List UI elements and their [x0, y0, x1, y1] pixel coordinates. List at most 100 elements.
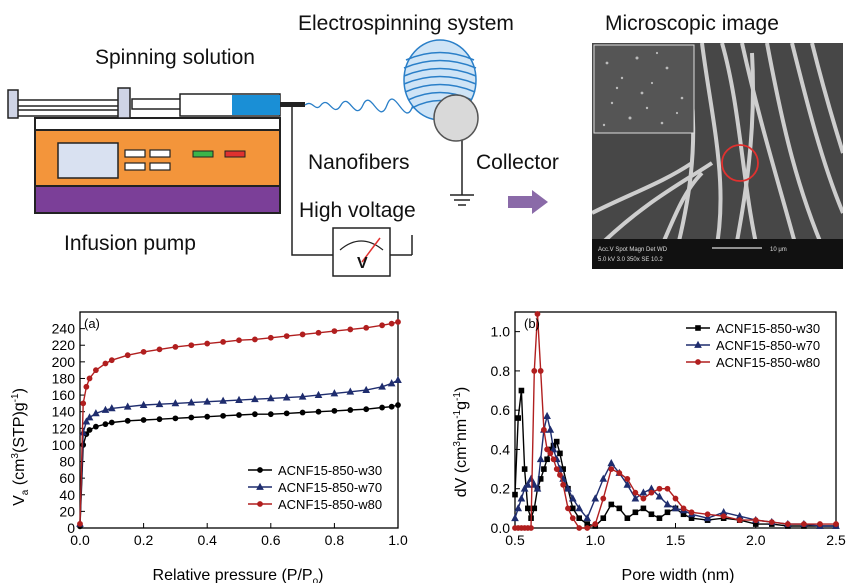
plot-frame	[79, 311, 399, 529]
data-point	[512, 491, 518, 498]
pump-button	[149, 149, 171, 158]
data-point	[283, 410, 290, 417]
data-point	[557, 450, 563, 457]
data-point	[543, 411, 551, 419]
sem-scale-text: 10 μm	[770, 247, 787, 253]
data-point	[624, 476, 631, 482]
data-point	[671, 504, 680, 512]
data-point	[235, 395, 243, 403]
y-tick-label: 120	[52, 420, 76, 436]
data-point	[817, 521, 823, 527]
pump-clamp	[117, 87, 131, 119]
data-point	[531, 505, 538, 512]
data-point	[575, 504, 584, 512]
data-point	[540, 426, 547, 433]
data-point	[155, 399, 164, 408]
data-point	[187, 398, 196, 406]
data-point	[77, 520, 83, 527]
data-point	[282, 393, 291, 401]
data-point	[83, 383, 90, 390]
data-point	[124, 352, 131, 359]
voltmeter	[332, 227, 391, 277]
data-point	[768, 519, 775, 526]
data-point	[123, 402, 132, 410]
data-point	[330, 389, 339, 397]
spinning-solution-label: Spinning solution	[95, 46, 255, 69]
y-tick-label: 1.0	[491, 324, 511, 340]
pump-rail	[13, 99, 120, 107]
data-point	[648, 511, 655, 518]
voltage-wire	[291, 107, 333, 256]
data-point	[528, 525, 534, 531]
data-point	[79, 428, 88, 436]
data-point	[631, 494, 640, 502]
chart-b-series	[511, 311, 840, 531]
pump-top-plate	[34, 117, 281, 131]
data-point	[544, 446, 550, 453]
pump-button	[124, 162, 146, 171]
data-point	[204, 413, 211, 420]
y-tick-label: 40	[59, 487, 75, 503]
voltmeter-needle	[361, 237, 381, 263]
data-point	[608, 501, 615, 508]
pump-button	[149, 162, 171, 171]
data-point	[102, 421, 109, 428]
data-point	[550, 456, 557, 463]
data-point	[560, 481, 567, 488]
y-tick-label: 0.0	[491, 520, 511, 536]
data-point	[395, 319, 401, 325]
data-point	[172, 415, 179, 422]
data-point	[591, 494, 600, 502]
data-point	[82, 417, 91, 425]
data-point	[388, 403, 395, 410]
data-point	[565, 505, 571, 512]
data-point	[525, 505, 531, 512]
data-point	[521, 466, 528, 472]
data-point	[530, 480, 539, 488]
voltmeter-symbol: V	[357, 255, 368, 272]
legend-marker	[694, 340, 702, 348]
data-point	[640, 495, 647, 502]
data-point	[616, 505, 623, 512]
pump-indicator-red	[224, 150, 246, 158]
y-tick-label: 220	[52, 337, 76, 353]
syringe-plunger	[131, 98, 183, 110]
data-point	[92, 409, 100, 417]
data-point	[86, 427, 93, 433]
data-point	[663, 500, 672, 508]
nanofibers-label: Nanofibers	[308, 151, 410, 174]
pump-screen	[57, 142, 119, 179]
data-point	[86, 375, 93, 382]
sem-inset	[593, 44, 695, 134]
legend-marker	[256, 482, 264, 490]
data-point	[299, 331, 306, 338]
electrospinning-schematic: V	[7, 39, 739, 277]
data-point	[616, 470, 623, 476]
data-point	[664, 485, 671, 492]
data-point	[267, 334, 274, 341]
syringe-solution	[232, 95, 280, 115]
chart-a-ticks: 0.0 0.2 0.4 0.6 0.8 1.0 0204060801001201401601…	[52, 321, 408, 548]
y-tick-label: 0	[67, 520, 75, 536]
data-point	[331, 328, 338, 335]
data-point	[80, 400, 87, 407]
data-point	[833, 521, 839, 527]
data-point	[801, 521, 807, 527]
data-point	[102, 360, 109, 367]
data-point	[569, 505, 576, 512]
data-point	[252, 411, 258, 418]
data-point	[533, 484, 542, 492]
x-tick-label: 0.6	[261, 532, 281, 548]
legend-marker	[257, 501, 263, 507]
data-point	[394, 375, 402, 384]
chart-b-ticks: 0.5 1.0 1.5 2.0 2.5 0.0 0.2 0.4 0.6 0.8 1.0	[491, 324, 846, 548]
data-point	[607, 458, 616, 467]
data-point	[592, 521, 599, 527]
data-point	[524, 480, 532, 488]
data-point	[527, 474, 535, 482]
data-point	[171, 399, 180, 407]
data-point	[544, 456, 550, 463]
data-point	[362, 385, 371, 393]
data-point	[387, 379, 396, 387]
x-tick-label: 0.0	[70, 532, 90, 548]
